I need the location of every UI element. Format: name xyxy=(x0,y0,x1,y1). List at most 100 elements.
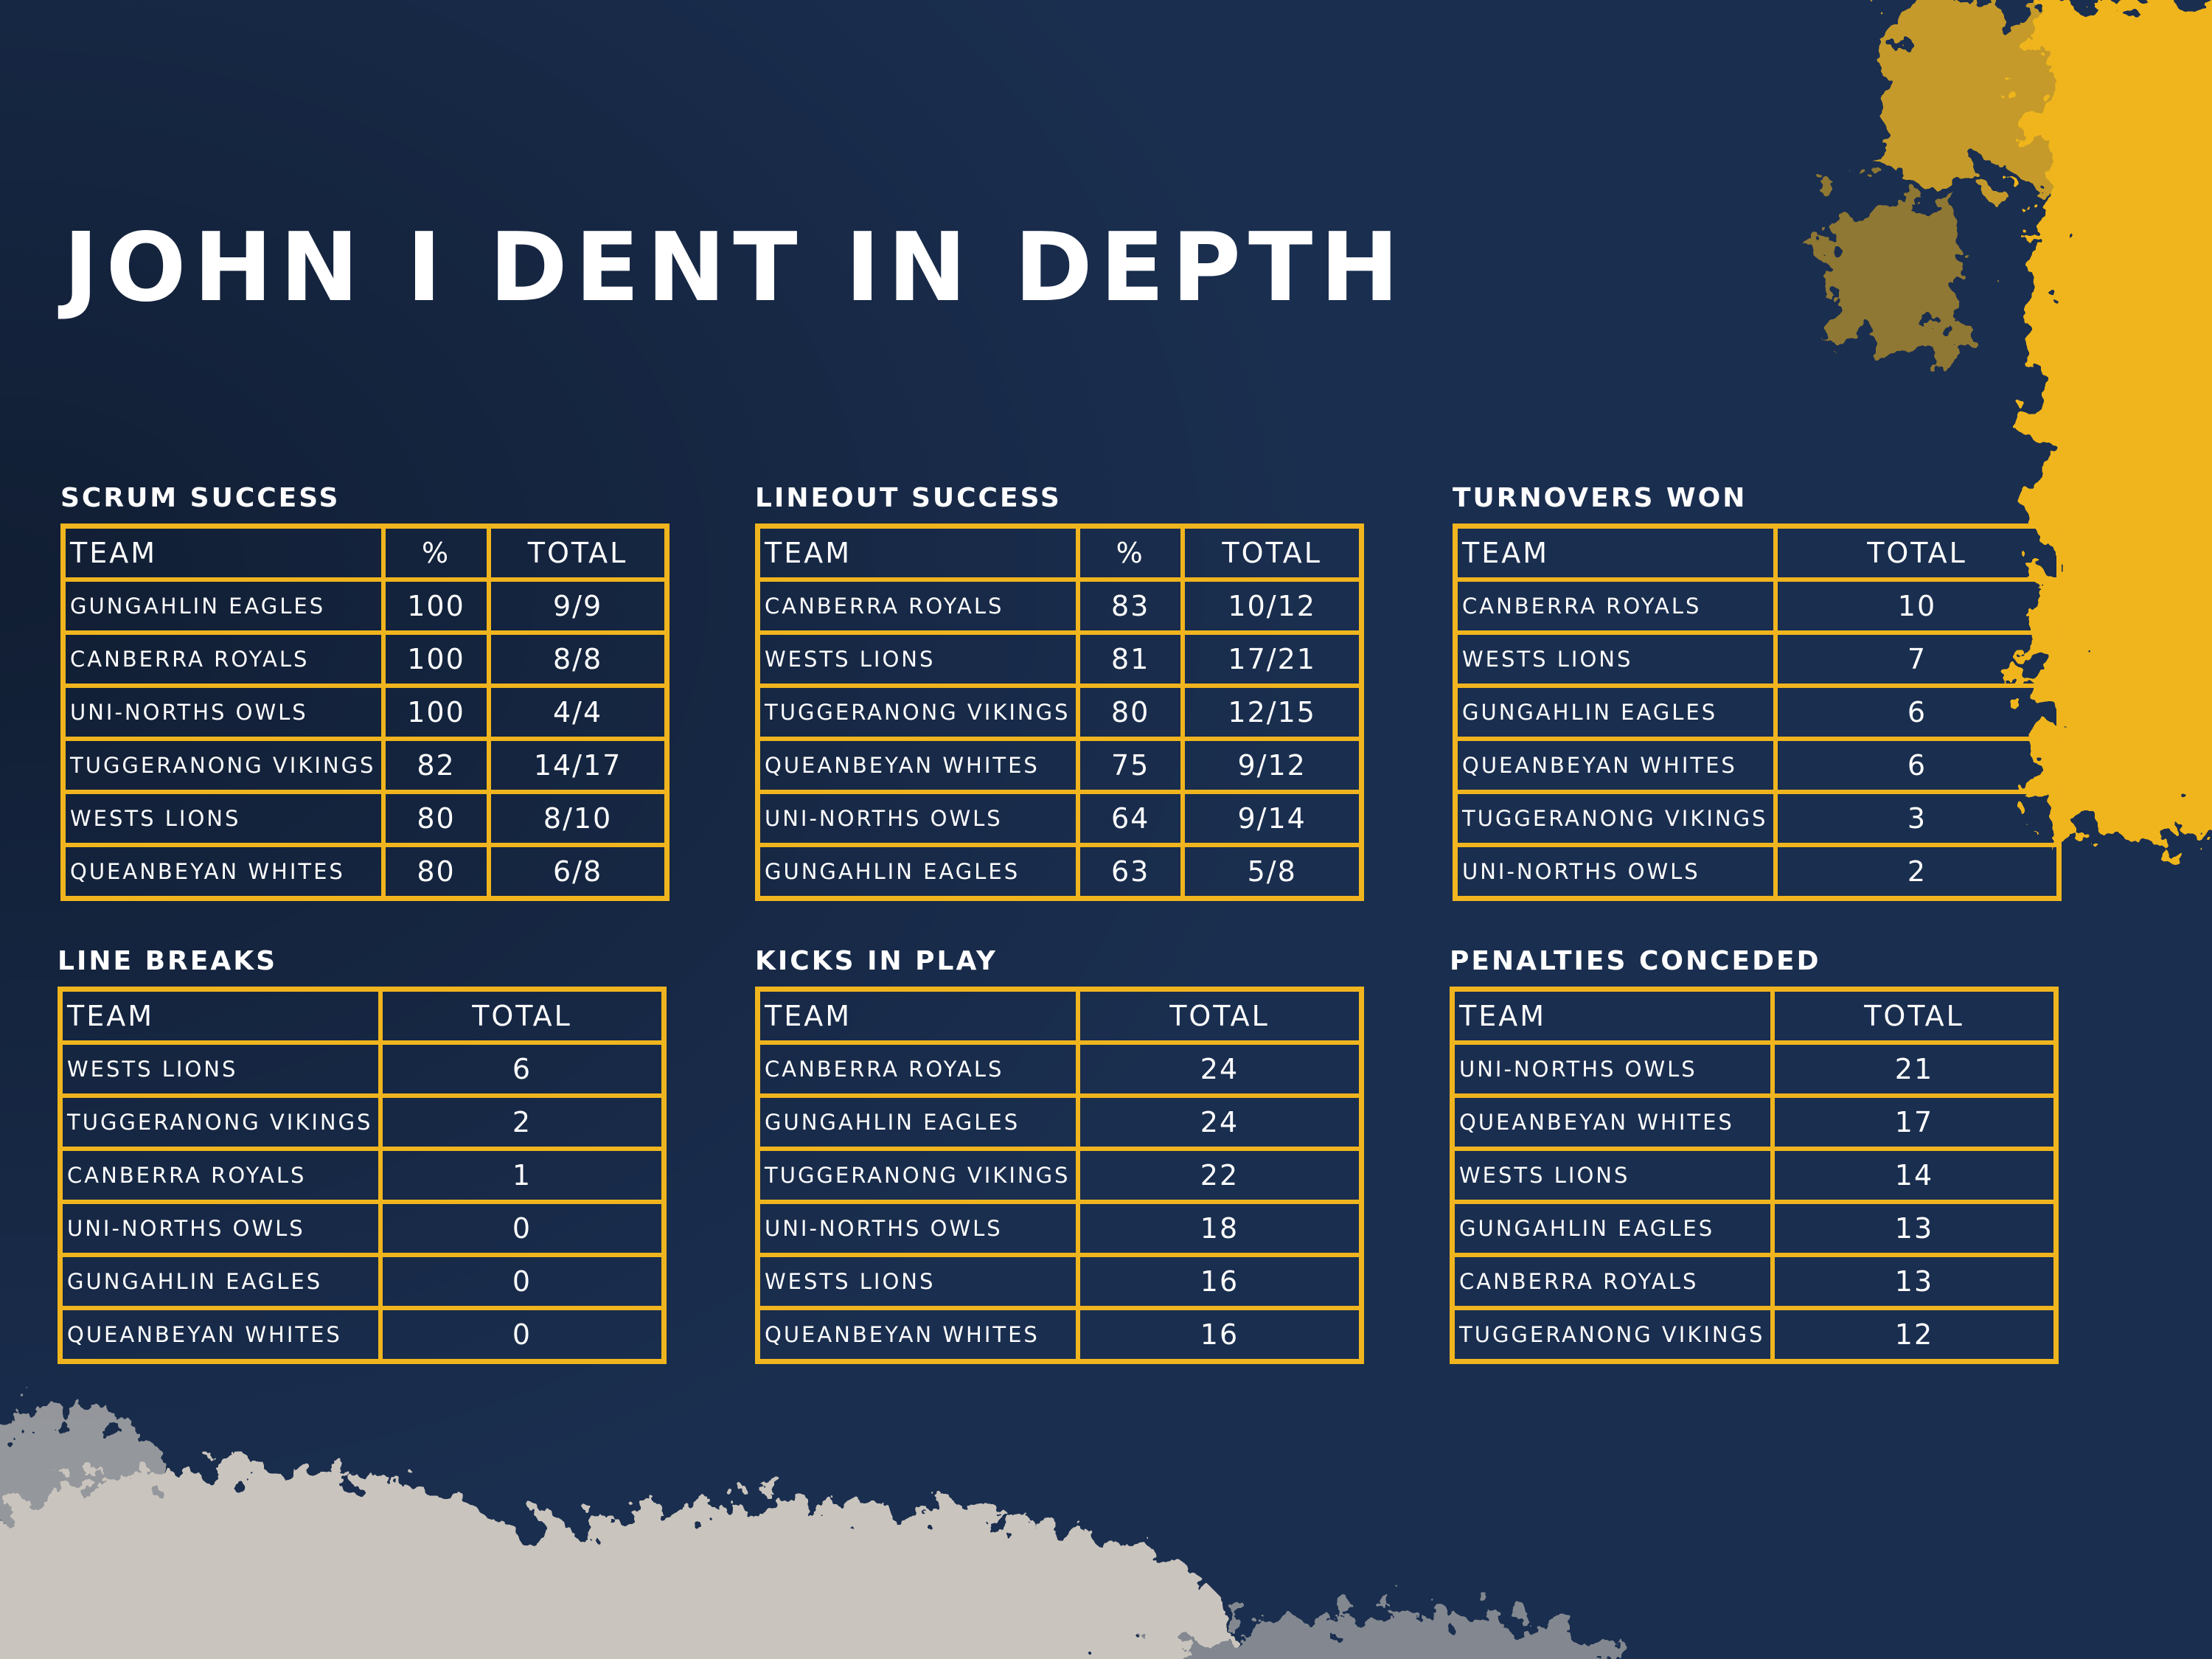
table-row: CANBERRA ROYALS 100 8/8 xyxy=(63,633,667,686)
total-cell: 9/9 xyxy=(489,580,667,633)
penalties-conceded-table: TEAM TOTAL UNI-NORTHS OWLS 21 QUEANBEYAN… xyxy=(1450,987,2059,1364)
team-cell: CANBERRA ROYALS xyxy=(63,633,383,686)
table-header-row: TEAM TOTAL xyxy=(1455,526,2059,580)
lineout-success-title: LINEOUT SUCCESS xyxy=(755,483,1062,513)
turnovers-won-title: TURNOVERS WON xyxy=(1453,483,1747,513)
column-header-total: TOTAL xyxy=(1775,526,2059,580)
total-cell: 10 xyxy=(1775,580,2059,633)
penalties-conceded-panel: PENALTIES CONCEDED TEAM TOTAL UNI-NORTHS… xyxy=(1450,945,2059,1364)
total-cell: 6 xyxy=(1775,739,2059,792)
team-cell: TUGGERANONG VIKINGS xyxy=(1455,792,1775,845)
column-header-team: TEAM xyxy=(758,526,1078,580)
total-cell: 10/12 xyxy=(1183,580,1361,633)
total-cell: 12/15 xyxy=(1183,686,1361,739)
total-cell: 3 xyxy=(1775,792,2059,845)
total-cell: 9/12 xyxy=(1183,739,1361,792)
table-header-row: TEAM % TOTAL xyxy=(758,526,1361,580)
total-cell: 17/21 xyxy=(1183,633,1361,686)
total-cell: 21 xyxy=(1772,1043,2056,1096)
total-cell: 2 xyxy=(380,1096,664,1149)
percent-cell: 80 xyxy=(383,845,490,898)
total-cell: 12 xyxy=(1772,1308,2056,1361)
table-row: UNI-NORTHS OWLS 2 xyxy=(1455,845,2059,898)
percent-cell: 83 xyxy=(1077,580,1183,633)
table-row: TUGGERANONG VIKINGS 82 14/17 xyxy=(63,739,667,792)
table-row: QUEANBEYAN WHITES 80 6/8 xyxy=(63,845,667,898)
team-cell: GUNGAHLIN EAGLES xyxy=(60,1255,380,1308)
percent-cell: 100 xyxy=(383,633,490,686)
table-row: TUGGERANONG VIKINGS 3 xyxy=(1455,792,2059,845)
total-cell: 14/17 xyxy=(489,739,667,792)
table-row: CANBERRA ROYALS 24 xyxy=(758,1043,1361,1096)
table-row: CANBERRA ROYALS 1 xyxy=(60,1149,664,1202)
team-cell: QUEANBEYAN WHITES xyxy=(63,845,383,898)
penalties-conceded-title: PENALTIES CONCEDED xyxy=(1450,946,1821,976)
table-row: WESTS LIONS 7 xyxy=(1455,633,2059,686)
team-cell: WESTS LIONS xyxy=(60,1043,380,1096)
column-header-team: TEAM xyxy=(1455,526,1775,580)
team-cell: CANBERRA ROYALS xyxy=(1455,580,1775,633)
percent-cell: 100 xyxy=(383,686,490,739)
total-cell: 0 xyxy=(380,1255,664,1308)
team-cell: QUEANBEYAN WHITES xyxy=(60,1308,380,1361)
percent-cell: 100 xyxy=(383,580,490,633)
table-row: GUNGAHLIN EAGLES 0 xyxy=(60,1255,664,1308)
turnovers-won-table: TEAM TOTAL CANBERRA ROYALS 10 WESTS LION… xyxy=(1453,524,2062,901)
team-cell: CANBERRA ROYALS xyxy=(758,580,1078,633)
total-cell: 22 xyxy=(1077,1149,1361,1202)
column-header-total: TOTAL xyxy=(1077,990,1361,1043)
total-cell: 1 xyxy=(380,1149,664,1202)
percent-cell: 81 xyxy=(1077,633,1183,686)
percent-cell: 64 xyxy=(1077,792,1183,845)
total-cell: 14 xyxy=(1772,1149,2056,1202)
team-cell: CANBERRA ROYALS xyxy=(60,1149,380,1202)
lineout-success-table: TEAM % TOTAL CANBERRA ROYALS 83 10/12 WE… xyxy=(755,524,1364,901)
total-cell: 8/10 xyxy=(489,792,667,845)
team-cell: QUEANBEYAN WHITES xyxy=(758,739,1078,792)
total-cell: 8/8 xyxy=(489,633,667,686)
team-cell: WESTS LIONS xyxy=(1453,1149,1773,1202)
line-breaks-panel: LINE BREAKS TEAM TOTAL WESTS LIONS 6 TUG… xyxy=(58,945,667,1364)
team-cell: CANBERRA ROYALS xyxy=(1453,1255,1773,1308)
lineout-success-panel: LINEOUT SUCCESS TEAM % TOTAL CANBERRA RO… xyxy=(755,482,1364,901)
column-header-team: TEAM xyxy=(60,990,380,1043)
total-cell: 5/8 xyxy=(1183,845,1361,898)
table-row: WESTS LIONS 81 17/21 xyxy=(758,633,1361,686)
total-cell: 2 xyxy=(1775,845,2059,898)
total-cell: 13 xyxy=(1772,1202,2056,1255)
column-header-total: TOTAL xyxy=(489,526,667,580)
column-header-team: TEAM xyxy=(758,990,1078,1043)
team-cell: WESTS LIONS xyxy=(758,633,1078,686)
table-row: WESTS LIONS 6 xyxy=(60,1043,664,1096)
column-header-total: TOTAL xyxy=(380,990,664,1043)
total-cell: 6 xyxy=(1775,686,2059,739)
table-row: TUGGERANONG VIKINGS 80 12/15 xyxy=(758,686,1361,739)
total-cell: 0 xyxy=(380,1202,664,1255)
table-row: QUEANBEYAN WHITES 16 xyxy=(758,1308,1361,1361)
table-row: TUGGERANONG VIKINGS 22 xyxy=(758,1149,1361,1202)
percent-cell: 80 xyxy=(383,792,490,845)
table-row: UNI-NORTHS OWLS 0 xyxy=(60,1202,664,1255)
table-row: GUNGAHLIN EAGLES 63 5/8 xyxy=(758,845,1361,898)
table-row: GUNGAHLIN EAGLES 6 xyxy=(1455,686,2059,739)
table-header-row: TEAM % TOTAL xyxy=(63,526,667,580)
table-header-row: TEAM TOTAL xyxy=(60,990,664,1043)
team-cell: QUEANBEYAN WHITES xyxy=(1455,739,1775,792)
line-breaks-table: TEAM TOTAL WESTS LIONS 6 TUGGERANONG VIK… xyxy=(58,987,667,1364)
percent-cell: 63 xyxy=(1077,845,1183,898)
team-cell: GUNGAHLIN EAGLES xyxy=(758,1096,1078,1149)
team-cell: CANBERRA ROYALS xyxy=(758,1043,1078,1096)
team-cell: TUGGERANONG VIKINGS xyxy=(758,1149,1078,1202)
column-header-total: TOTAL xyxy=(1772,990,2056,1043)
team-cell: TUGGERANONG VIKINGS xyxy=(63,739,383,792)
table-row: CANBERRA ROYALS 13 xyxy=(1453,1255,2056,1308)
table-row: WESTS LIONS 80 8/10 xyxy=(63,792,667,845)
total-cell: 24 xyxy=(1077,1096,1361,1149)
table-row: QUEANBEYAN WHITES 6 xyxy=(1455,739,2059,792)
page-title: JOHN I DENT IN DEPTH xyxy=(63,213,1407,323)
table-row: UNI-NORTHS OWLS 21 xyxy=(1453,1043,2056,1096)
table-row: QUEANBEYAN WHITES 17 xyxy=(1453,1096,2056,1149)
team-cell: TUGGERANONG VIKINGS xyxy=(60,1096,380,1149)
total-cell: 7 xyxy=(1775,633,2059,686)
kicks-in-play-title: KICKS IN PLAY xyxy=(755,946,998,976)
